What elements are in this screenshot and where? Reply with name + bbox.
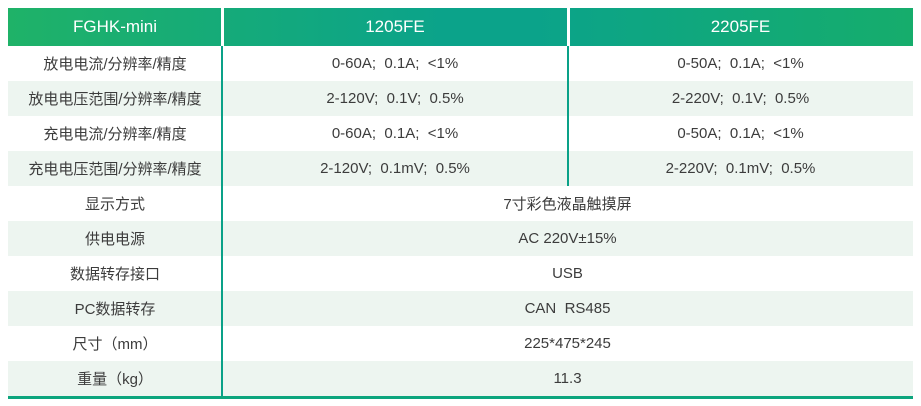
value-1205fe: 0-60A; 0.1A; <1% [331,55,459,72]
row-label: 供电电源 [84,231,145,248]
spec-table: FGHK-mini 1205FE 2205FE 放电电流/分辨率/精度 0-60… [8,8,913,399]
row-label: 放电电压范围/分辨率/精度 [28,91,202,108]
table-header-row: FGHK-mini 1205FE 2205FE [8,8,913,46]
header-model-name: FGHK-mini [72,17,158,36]
header-divider-gap-2 [567,8,570,46]
row-label: 显示方式 [84,196,145,213]
table-row: 显示方式 7寸彩色液晶触摸屏 [8,186,913,221]
row-label: 尺寸（mm） [72,336,158,353]
header-model-1205fe: 1205FE [365,17,425,36]
merged-value: CAN RS485 [524,300,611,317]
value-1205fe: 2-120V; 0.1V; 0.5% [326,90,464,107]
value-2205fe: 2-220V; 0.1mV; 0.5% [665,160,816,177]
row-label: 数据转存接口 [69,266,160,283]
header-model-2205fe: 2205FE [710,17,771,36]
table-bottom-border [8,396,913,399]
table-row: 放电电流/分辨率/精度 0-60A; 0.1A; <1% 0-50A; 0.1A… [8,46,913,81]
value-2205fe: 0-50A; 0.1A; <1% [677,125,804,142]
row-label: 充电电流/分辨率/精度 [43,126,187,143]
value-2205fe: 2-220V; 0.1V; 0.5% [671,90,810,107]
merged-value: 225*475*245 [524,335,611,352]
table-row: 充电电压范围/分辨率/精度 2-120V; 0.1mV; 0.5% 2-220V… [8,151,913,186]
table-row: 充电电流/分辨率/精度 0-60A; 0.1A; <1% 0-50A; 0.1A… [8,116,913,151]
value-2205fe: 0-50A; 0.1A; <1% [677,55,804,72]
row-label: 放电电流/分辨率/精度 [43,56,187,73]
value-1205fe: 0-60A; 0.1A; <1% [331,125,459,142]
table-row: 放电电压范围/分辨率/精度 2-120V; 0.1V; 0.5% 2-220V;… [8,81,913,116]
table-row: PC数据转存 CAN RS485 [8,291,913,326]
table-row: 供电电源 AC 220V±15% [8,221,913,256]
table-row: 数据转存接口 USB [8,256,913,291]
merged-value: 11.3 [553,370,582,387]
merged-value: AC 220V±15% [518,230,617,247]
value-1205fe: 2-120V; 0.1mV; 0.5% [320,160,470,177]
merged-value: USB [552,265,583,282]
header-divider-gap-1 [221,8,224,46]
table-row: 重量（kg） 11.3 [8,361,913,396]
table-row: 尺寸（mm） 225*475*245 [8,326,913,361]
row-label: PC数据转存 [74,301,156,318]
row-label: 充电电压范围/分辨率/精度 [28,161,202,178]
merged-value: 7寸彩色液晶触摸屏 [503,196,632,213]
column-divider-right [567,46,569,186]
row-label: 重量（kg） [77,371,153,388]
table-body: 放电电流/分辨率/精度 0-60A; 0.1A; <1% 0-50A; 0.1A… [8,46,913,396]
column-divider-left [221,46,223,396]
